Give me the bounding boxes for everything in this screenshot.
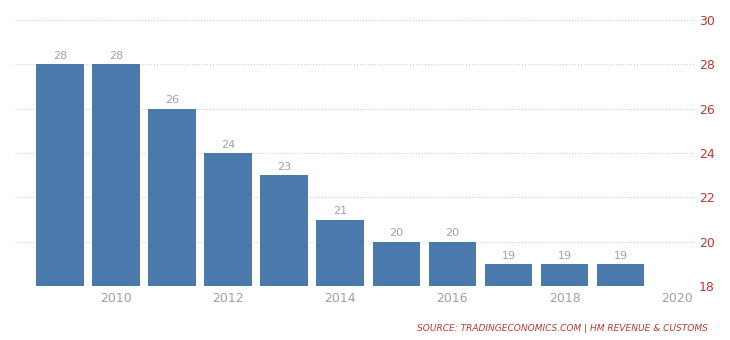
Text: 19: 19 [614,251,628,260]
Bar [372,242,420,286]
Text: 24: 24 [221,140,235,150]
Text: 26: 26 [165,95,179,105]
Text: SOURCE: TRADINGECONOMICS.COM | HM REVENUE & CUSTOMS: SOURCE: TRADINGECONOMICS.COM | HM REVENU… [418,324,708,333]
Bar [597,264,645,286]
Bar [92,64,139,286]
Bar [541,264,588,286]
Text: 20: 20 [389,228,404,238]
Text: 20: 20 [445,228,459,238]
Bar [429,242,476,286]
Bar [148,109,196,286]
Bar [316,220,364,286]
Bar [261,175,308,286]
Text: 19: 19 [558,251,572,260]
Bar [485,264,532,286]
Bar [36,64,84,286]
Text: 23: 23 [277,162,291,172]
Text: 21: 21 [333,206,347,216]
Bar [204,153,252,286]
Text: 28: 28 [53,51,67,61]
Text: 28: 28 [109,51,123,61]
Text: 19: 19 [502,251,515,260]
